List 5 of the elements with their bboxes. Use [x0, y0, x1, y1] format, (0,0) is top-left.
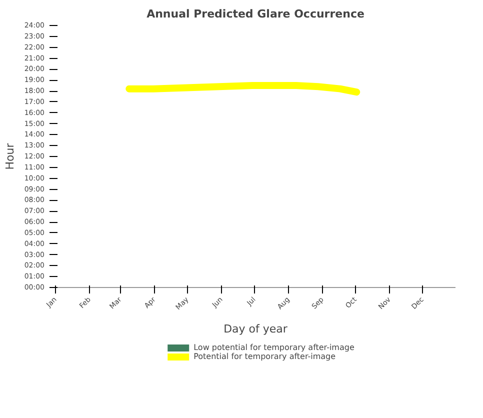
- y-axis-title: Hour: [3, 142, 16, 170]
- x-axis-title: Day of year: [224, 322, 288, 336]
- chart-title: Annual Predicted Glare Occurrence: [146, 8, 364, 20]
- legend-label: Potential for temporary after-image: [194, 352, 336, 361]
- legend-label: Low potential for temporary after-image: [194, 343, 354, 352]
